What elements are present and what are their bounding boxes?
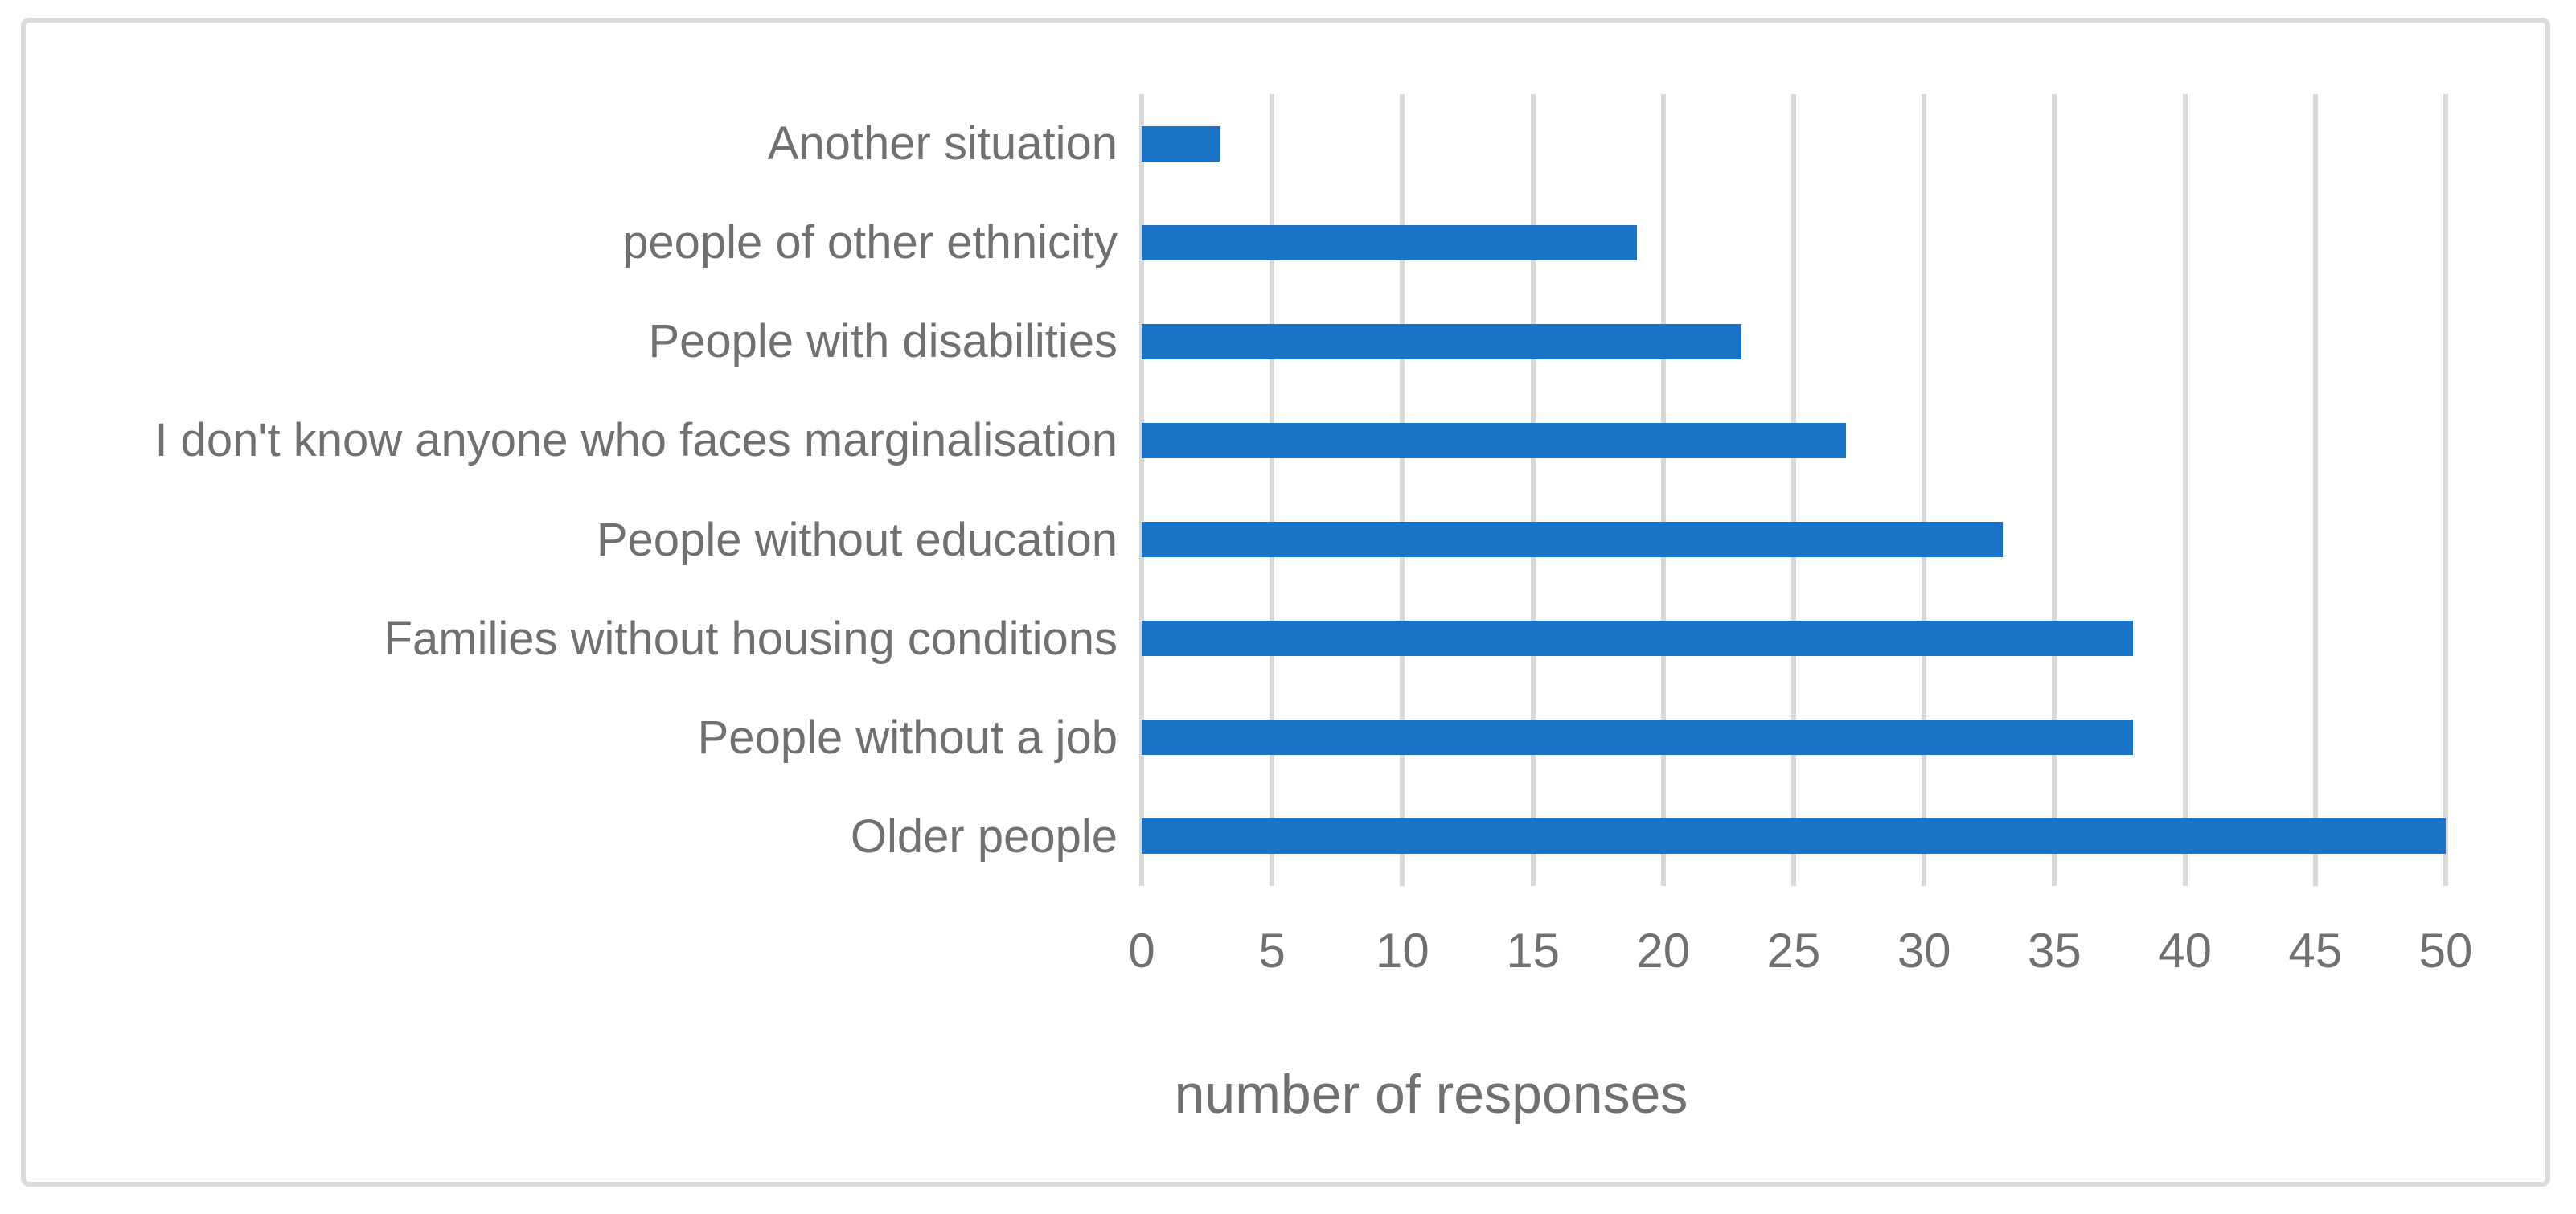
bar xyxy=(1142,224,1638,260)
gridline xyxy=(2052,94,2057,886)
x-tick-label: 25 xyxy=(1766,924,1821,978)
x-tick-label: 20 xyxy=(1636,924,1691,978)
category-label: people of other ethnicity xyxy=(622,216,1118,269)
x-tick-label: 0 xyxy=(1128,924,1155,978)
category-label: Families without housing conditions xyxy=(384,612,1118,665)
chart-frame xyxy=(21,18,2550,1187)
category-label: Another situation xyxy=(767,117,1118,170)
x-tick-label: 30 xyxy=(1897,924,1951,978)
gridline xyxy=(1270,94,1275,886)
plot-area xyxy=(1139,94,2448,886)
bar xyxy=(1142,522,2003,558)
x-tick-label: 50 xyxy=(2418,924,2473,978)
bar xyxy=(1142,323,1742,359)
gridline xyxy=(2312,94,2318,886)
bar xyxy=(1142,818,2446,855)
gridline xyxy=(2182,94,2188,886)
bar xyxy=(1142,720,2133,756)
gridline xyxy=(2443,94,2448,886)
x-tick-label: 40 xyxy=(2158,924,2212,978)
gridline xyxy=(1660,94,1666,886)
category-label: People with disabilities xyxy=(648,315,1118,368)
bar xyxy=(1142,621,2133,657)
category-label: People without education xyxy=(596,513,1118,566)
category-label: I don't know anyone who faces marginalis… xyxy=(154,414,1118,467)
bar xyxy=(1142,125,1220,162)
gridline xyxy=(1400,94,1405,886)
bar xyxy=(1142,422,1846,458)
category-label: Older people xyxy=(850,810,1118,863)
x-tick-label: 45 xyxy=(2288,924,2343,978)
gridline xyxy=(1922,94,1927,886)
x-axis-title: number of responses xyxy=(1174,1064,1688,1125)
x-tick-label: 5 xyxy=(1258,924,1286,978)
gridline xyxy=(1530,94,1536,886)
gridline xyxy=(1139,94,1144,886)
x-tick-label: 35 xyxy=(2028,924,2082,978)
x-tick-label: 15 xyxy=(1506,924,1560,978)
gridline xyxy=(1791,94,1796,886)
category-label: People without a job xyxy=(697,711,1118,764)
x-tick-label: 10 xyxy=(1376,924,1430,978)
